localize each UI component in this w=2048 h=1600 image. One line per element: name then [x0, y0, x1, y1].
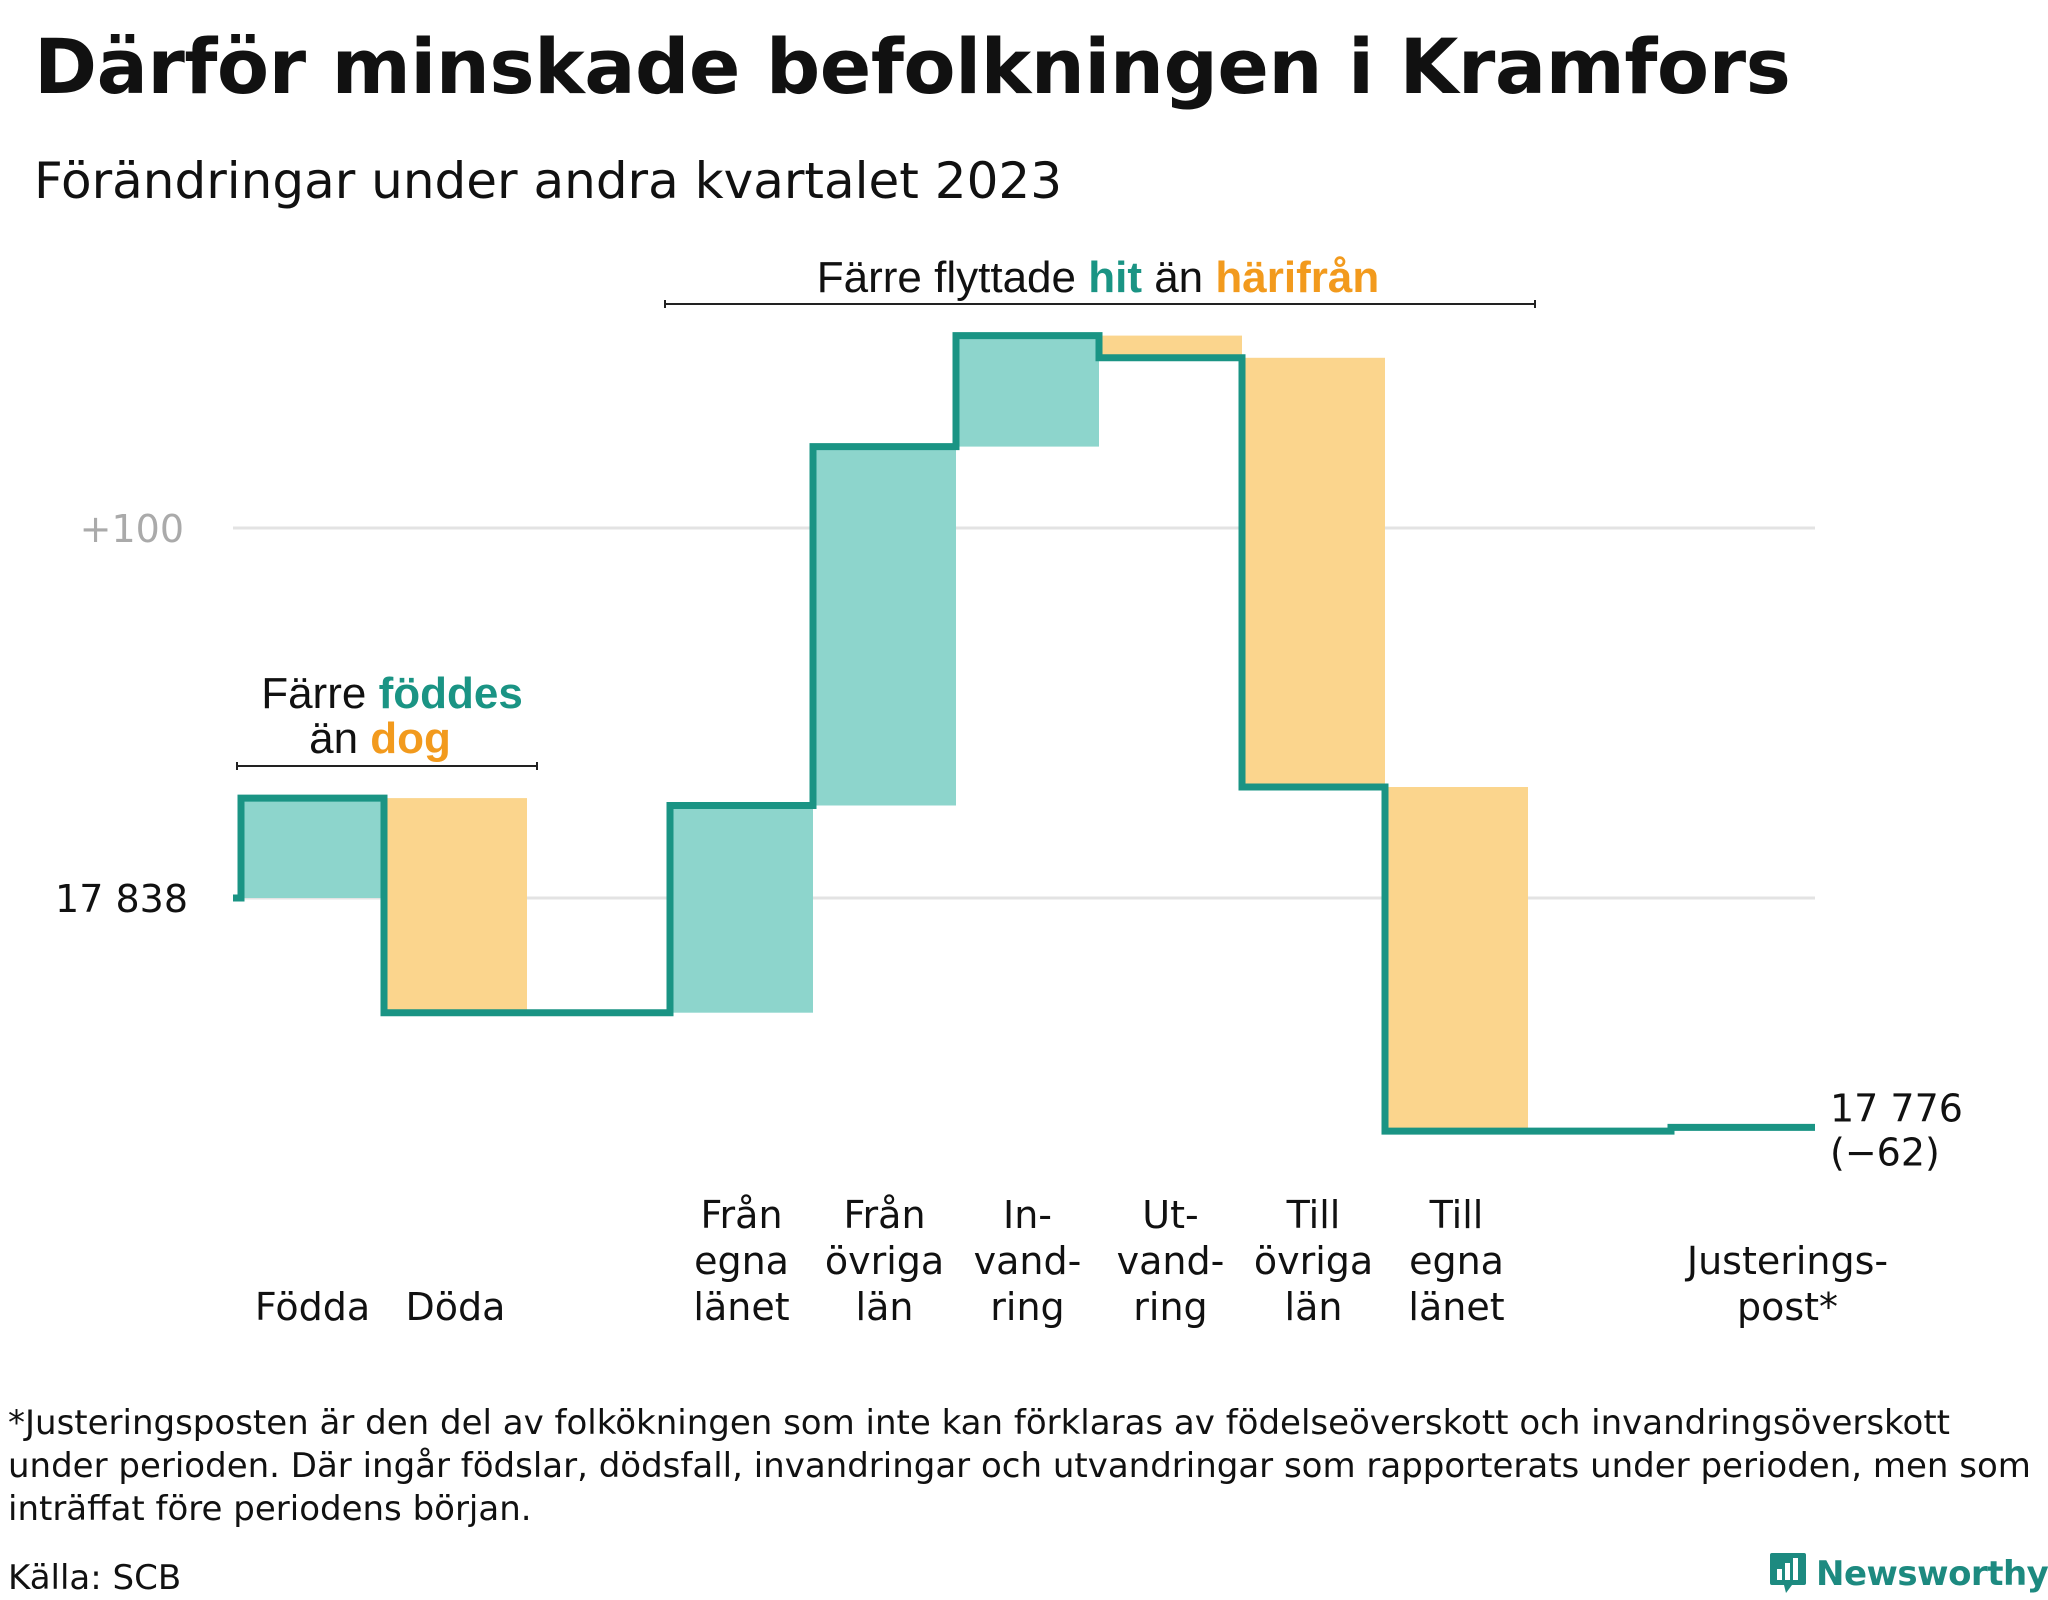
category-label-line: In-	[1003, 1193, 1052, 1237]
annotation-births-bracket	[236, 762, 538, 770]
bars-layer	[241, 335, 1528, 1132]
category-label-line: ring	[1133, 1285, 1207, 1329]
category-label-line: Från	[700, 1193, 782, 1237]
category-label: Justerings-post*	[1685, 1239, 1888, 1329]
annotation-births: Färre föddes än dog	[236, 669, 538, 770]
category-label-line: övriga	[1254, 1239, 1373, 1283]
category-label: Ut-vand-ring	[1117, 1193, 1225, 1329]
annotation-moves: Färre flyttade hit än härifrån	[664, 253, 1536, 308]
category-label-line: Födda	[255, 1285, 370, 1329]
category-label-line: Döda	[406, 1285, 506, 1329]
annotation-teal-word: hit	[1088, 253, 1142, 302]
category-label: Till egna länet	[1408, 1193, 1504, 1329]
bar-från-övriga-län	[813, 446, 956, 806]
category-label-line: ring	[990, 1285, 1064, 1329]
chart-title: Därför minskade befolkningen i Kramfors	[34, 22, 1791, 111]
category-label-line: länet	[1408, 1285, 1504, 1329]
end-change-label: (−62)	[1830, 1130, 1940, 1174]
footnote: *Justeringsposten är den del av folkökni…	[8, 1403, 2031, 1529]
bar-utvandring	[1099, 335, 1242, 358]
annotation-births-line2: än dog	[309, 714, 451, 763]
annotation-text: Färre flyttade	[817, 253, 1088, 302]
annotation-moves-bracket	[664, 300, 1536, 308]
chart-subtitle: Förändringar under andra kvartalet 2023	[34, 152, 1063, 210]
category-label-line: egna	[694, 1239, 789, 1283]
y-tick-label: +100	[80, 507, 184, 551]
category-label-line: Från	[843, 1193, 925, 1237]
brand-name: Newsworthy	[1816, 1554, 2048, 1594]
annotation-orange-word: dog	[370, 714, 451, 763]
category-label-line: länet	[693, 1285, 789, 1329]
category-label-line: län	[1285, 1285, 1343, 1329]
bar-till-egna-länet	[1385, 787, 1528, 1132]
bar-födda	[241, 798, 384, 898]
category-label-line: vand-	[974, 1239, 1082, 1283]
category-label: Från övriga län	[825, 1193, 944, 1329]
category-label-line: Till	[1286, 1193, 1341, 1237]
category-label-line: Justerings-	[1685, 1239, 1888, 1283]
category-label-line: vand-	[1117, 1239, 1225, 1283]
bar-till-övriga-län	[1242, 357, 1385, 787]
bar-döda	[384, 798, 527, 1013]
bar-invandring	[956, 335, 1099, 447]
category-label: In-vand-ring	[974, 1193, 1082, 1329]
category-label: Döda	[406, 1285, 506, 1329]
source-label: Källa: SCB	[8, 1558, 182, 1598]
category-label-line: post*	[1737, 1285, 1838, 1329]
end-value-label: 17 776	[1830, 1086, 1963, 1130]
annotation-births-line1: Färre föddes	[261, 669, 523, 718]
annotation-text: än	[309, 714, 370, 763]
bar-chart-icon	[1770, 1553, 1806, 1593]
annotation-text: än	[1142, 253, 1215, 302]
category-label-line: län	[856, 1285, 914, 1329]
brand-logo[interactable]: Newsworthy	[1768, 1551, 2048, 1597]
bar-från-egna-länet	[670, 805, 813, 1013]
category-label-line: Till	[1429, 1193, 1484, 1237]
annotation-moves-line: Färre flyttade hit än härifrån	[817, 253, 1379, 302]
category-label-line: egna	[1409, 1239, 1504, 1283]
category-label-line: Ut-	[1142, 1193, 1198, 1237]
category-label: Födda	[255, 1285, 370, 1329]
cumulative-step-line	[233, 332, 1815, 1135]
category-label: Till övriga län	[1254, 1193, 1373, 1329]
category-label-line: övriga	[825, 1239, 944, 1283]
annotation-teal-word: föddes	[379, 669, 523, 718]
annotation-orange-word: härifrån	[1215, 253, 1379, 302]
category-label: Från egna länet	[693, 1193, 789, 1329]
y-tick-label: 17 838	[55, 877, 188, 921]
annotation-text: Färre	[261, 669, 378, 718]
